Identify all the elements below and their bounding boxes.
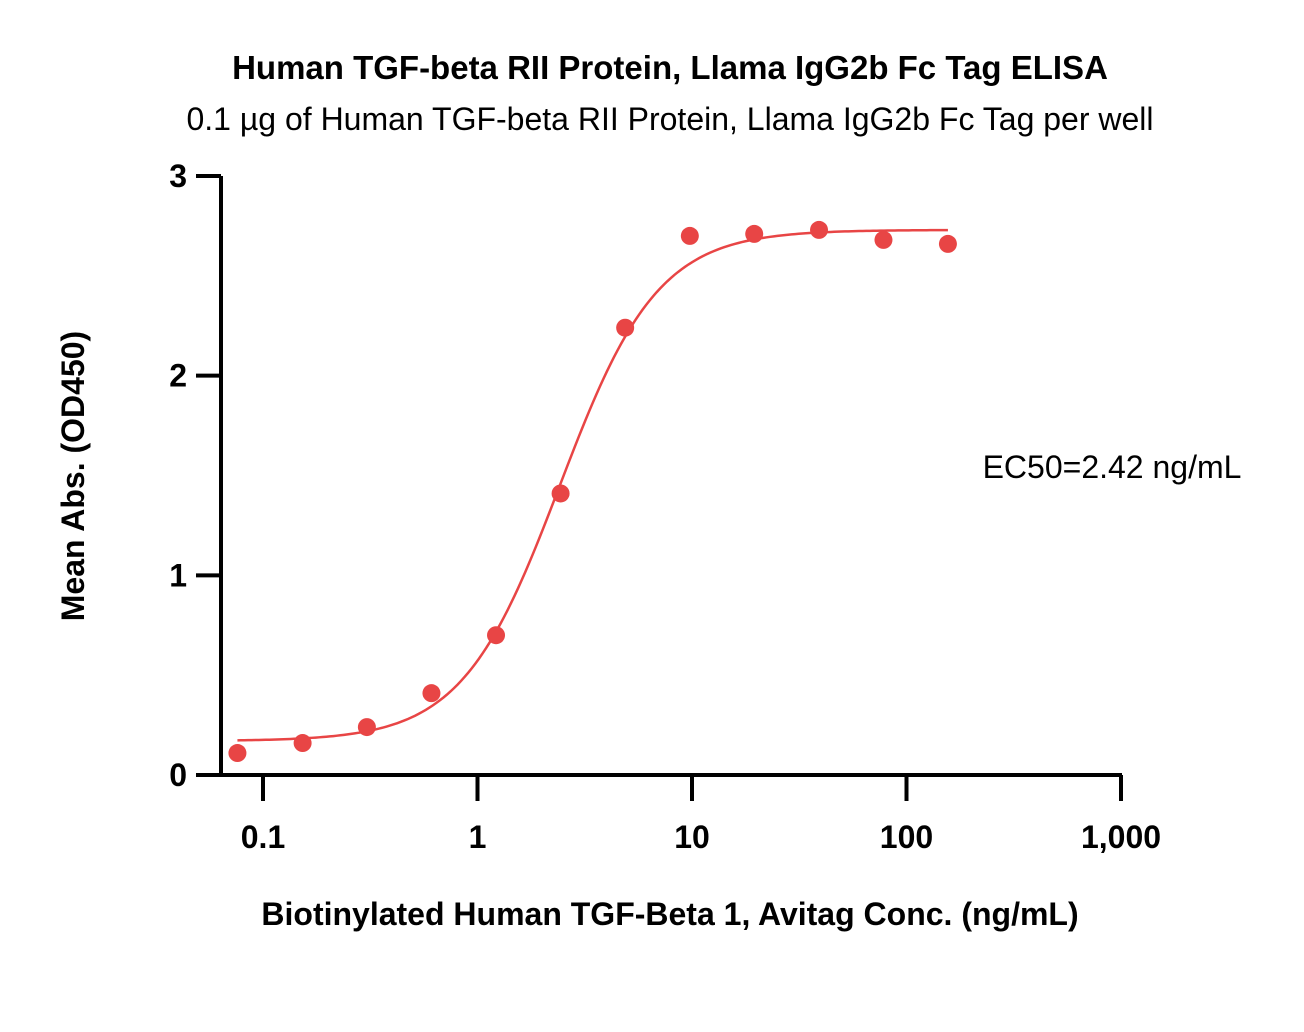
data-point (680, 226, 699, 245)
data-point (938, 234, 957, 253)
data-point (616, 318, 635, 337)
y-tick-label: 2 (169, 358, 187, 394)
data-point (487, 626, 506, 645)
data-point (293, 734, 312, 753)
y-tick-label: 3 (169, 158, 187, 194)
chart-subtitle: 0.1 µg of Human TGF-beta RII Protein, Ll… (186, 101, 1153, 137)
data-point (551, 484, 570, 503)
data-point (810, 220, 829, 239)
data-point (228, 744, 247, 763)
data-point (874, 230, 893, 249)
y-tick-label: 1 (169, 557, 187, 593)
x-tick-label: 0.1 (241, 819, 285, 855)
x-axis: 0.1 1 10 100 1,000 (219, 773, 1161, 855)
ec50-annotation: EC50=2.42 ng/mL (983, 449, 1242, 485)
x-tick-label: 10 (674, 819, 710, 855)
chart-title: Human TGF-beta RII Protein, Llama IgG2b … (232, 49, 1108, 86)
x-tick-label: 1 (469, 819, 487, 855)
y-axis-label: Mean Abs. (OD450) (55, 331, 91, 621)
data-point (422, 684, 441, 703)
y-axis: 0 1 2 3 (169, 158, 223, 793)
data-points (228, 220, 957, 763)
x-axis-label: Biotinylated Human TGF-Beta 1, Avitag Co… (261, 896, 1078, 932)
x-tick-label: 100 (880, 819, 933, 855)
data-point (357, 718, 376, 737)
y-tick-label: 0 (169, 757, 187, 793)
x-tick-label: 1,000 (1081, 819, 1161, 855)
fit-curve (237, 228, 948, 742)
data-point (745, 224, 764, 243)
